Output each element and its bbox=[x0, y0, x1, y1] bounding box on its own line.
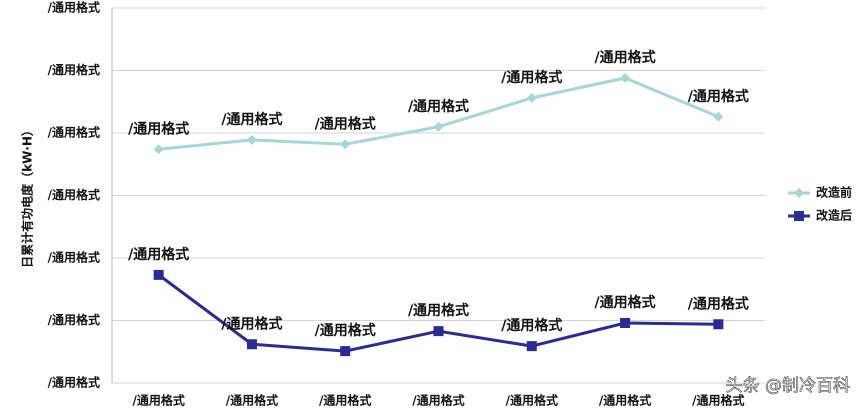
point bbox=[246, 134, 257, 145]
y-axis-label: 日累计有功电度（kW·H） bbox=[20, 124, 35, 268]
point bbox=[713, 111, 724, 122]
y-tick-label: /通用格式 bbox=[48, 0, 100, 15]
legend-marker bbox=[794, 188, 804, 198]
point bbox=[620, 318, 631, 328]
point bbox=[153, 269, 164, 280]
value-label: /通用格式 bbox=[221, 315, 282, 332]
value-label: /通用格式 bbox=[501, 317, 562, 334]
point bbox=[526, 341, 537, 352]
value-label: /通用格式 bbox=[408, 302, 469, 319]
x-tick-label: /通用格式 bbox=[599, 393, 651, 408]
y-tick-label: /通用格式 bbox=[48, 312, 100, 327]
watermark: 头条 @制冷百科 bbox=[726, 376, 850, 396]
point bbox=[713, 319, 724, 330]
legend-marker bbox=[794, 211, 804, 221]
x-tick-label: /通用格式 bbox=[506, 393, 558, 408]
y-tick-label: /通用格式 bbox=[48, 250, 100, 265]
point bbox=[433, 121, 444, 132]
value-label: /通用格式 bbox=[595, 294, 656, 311]
legend-label: 改造前 bbox=[816, 185, 852, 200]
x-tick-label: /通用格式 bbox=[692, 393, 744, 408]
value-label: /通用格式 bbox=[128, 120, 189, 137]
y-tick-label: /通用格式 bbox=[48, 62, 100, 77]
value-label: /通用格式 bbox=[688, 295, 749, 312]
y-tick-label: /通用格式 bbox=[48, 187, 100, 202]
value-label: /通用格式 bbox=[128, 246, 189, 263]
value-label: /通用格式 bbox=[688, 88, 749, 105]
y-tick-label: /通用格式 bbox=[48, 375, 100, 390]
x-tick-label: /通用格式 bbox=[412, 393, 464, 408]
x-tick-label: /通用格式 bbox=[226, 393, 278, 408]
value-label: /通用格式 bbox=[315, 115, 376, 132]
x-tick-label: /通用格式 bbox=[132, 393, 184, 408]
point bbox=[433, 326, 444, 337]
legend-label: 改造后 bbox=[816, 208, 852, 223]
point bbox=[153, 144, 164, 155]
point bbox=[246, 339, 257, 350]
value-label: /通用格式 bbox=[315, 322, 376, 339]
value-label: /通用格式 bbox=[221, 111, 282, 128]
value-label: /通用格式 bbox=[595, 49, 656, 66]
value-label: /通用格式 bbox=[501, 69, 562, 86]
point bbox=[526, 93, 537, 103]
x-tick-label: /通用格式 bbox=[319, 393, 371, 408]
point bbox=[340, 346, 351, 357]
point bbox=[340, 139, 351, 150]
value-label: /通用格式 bbox=[408, 98, 469, 115]
point bbox=[620, 73, 631, 83]
y-tick-label: /通用格式 bbox=[48, 125, 100, 140]
